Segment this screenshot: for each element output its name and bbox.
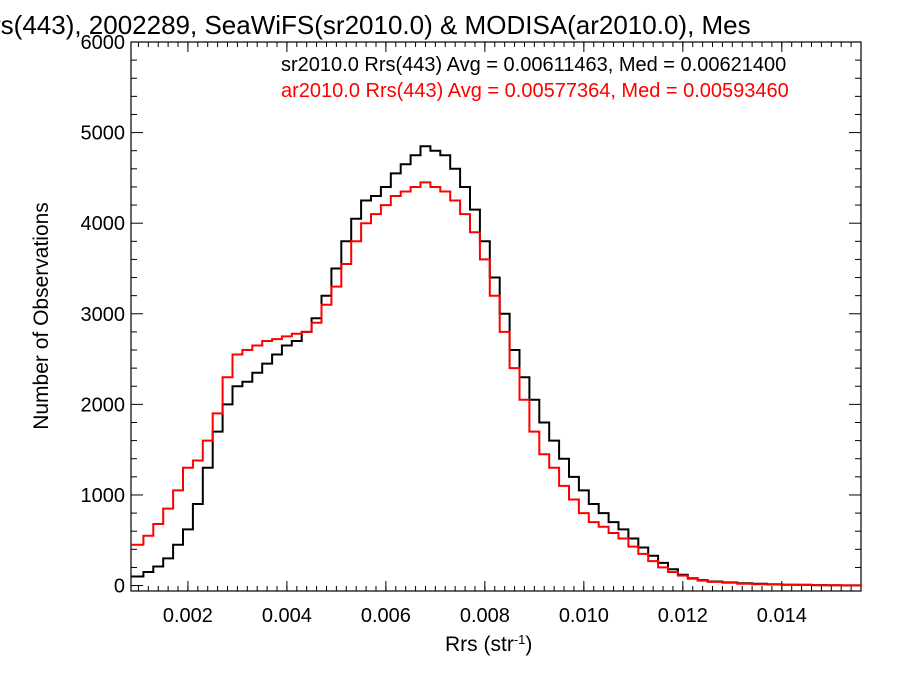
x-tick-label: 0.014 [757, 605, 807, 627]
y-tick-label: 3000 [81, 304, 126, 326]
y-tick-label: 4000 [81, 213, 126, 235]
legend-entry-red: ar2010.0 Rrs(443) Avg = 0.00577364, Med … [281, 80, 789, 102]
y-tick-label: 1000 [81, 485, 126, 507]
series-group [131, 145, 862, 587]
x-tick-label: 0.010 [559, 605, 609, 627]
y-tick-label: 6000 [81, 32, 126, 54]
x-axis-title-superscript: -1 [514, 632, 526, 647]
series-line-black [131, 145, 862, 587]
y-axis: 0 1000 2000 3000 4000 5000 6000 [81, 32, 861, 598]
x-tick-label: 0.012 [658, 605, 708, 627]
x-axis-title: Rrs (str-1) [445, 632, 532, 657]
x-axis-title-main: Rrs (str [445, 633, 514, 656]
y-tick-label: 0 [114, 576, 125, 598]
y-tick-label: 2000 [81, 394, 126, 416]
x-tick-label: 0.002 [163, 605, 213, 627]
y-tick-label: 5000 [81, 123, 126, 145]
x-axis-title-close: ) [525, 633, 532, 656]
x-axis: 0.002 0.004 0.006 0.008 0.010 0.012 0.014 [137, 42, 852, 627]
x-tick-label: 0.004 [262, 605, 312, 627]
plot-frame [130, 41, 862, 592]
legend-entry-black: sr2010.0 Rrs(443) Avg = 0.00611463, Med … [281, 54, 786, 76]
chart-title: rs(443), 2002289, SeaWiFS(sr2010.0) & MO… [0, 10, 751, 40]
y-axis-title: Number of Observations [30, 202, 53, 430]
series-line-red [131, 181, 862, 587]
x-tick-label: 0.008 [460, 605, 510, 627]
x-tick-label: 0.006 [361, 605, 411, 627]
